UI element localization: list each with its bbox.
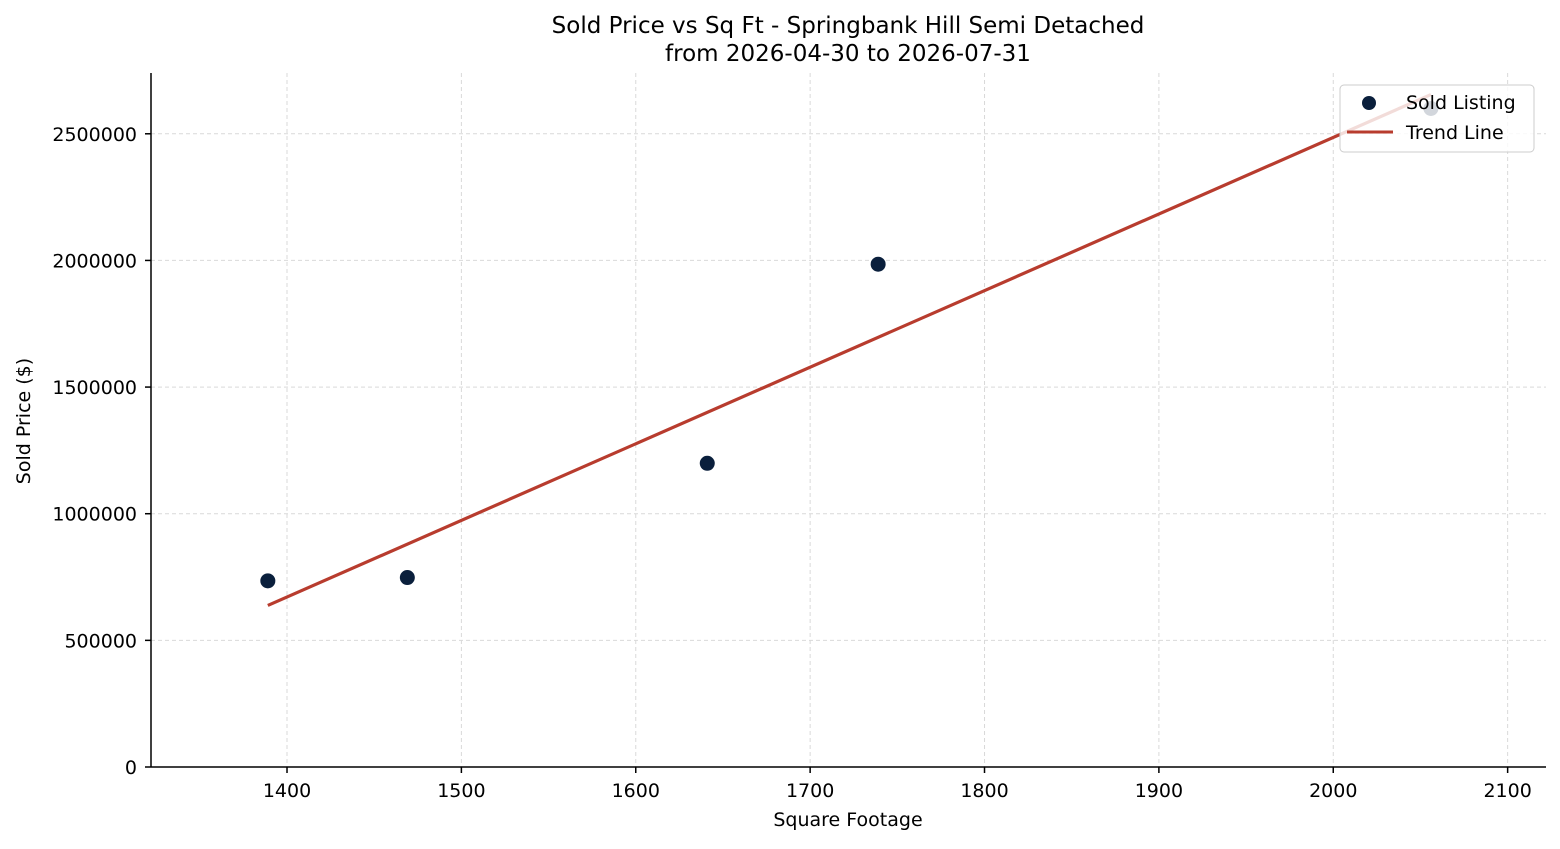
data-series <box>260 93 1439 607</box>
x-tick-label: 1900 <box>1135 780 1183 802</box>
y-tick-label: 500000 <box>64 630 137 652</box>
grid <box>151 73 1546 768</box>
y-tick-label: 1500000 <box>52 377 137 399</box>
legend-label-trend-line: Trend Line <box>1405 122 1504 144</box>
data-point <box>870 256 886 272</box>
data-point <box>699 455 715 471</box>
trend-line <box>267 93 1432 607</box>
legend-marker-sold-listing <box>1362 96 1376 110</box>
x-tick-label: 1800 <box>960 780 1008 802</box>
legend: Sold Listing Trend Line <box>1339 84 1535 153</box>
x-tick-label: 1400 <box>263 780 311 802</box>
y-tick-label: 2500000 <box>52 124 137 146</box>
chart-title: Sold Price vs Sq Ft - Springbank Hill Se… <box>552 13 1145 39</box>
tick-labels: 1400 1500 1600 1700 1800 1900 2000 2100 0 500000 1… <box>52 124 1531 802</box>
legend-label-sold-listing: Sold Listing <box>1406 92 1516 114</box>
x-tick-label: 1500 <box>437 780 485 802</box>
x-tick-label: 2100 <box>1483 780 1531 802</box>
x-tick-label: 1700 <box>786 780 834 802</box>
axes <box>145 73 1546 773</box>
data-point <box>399 570 415 586</box>
data-point <box>260 573 276 589</box>
x-tick-label: 2000 <box>1309 780 1357 802</box>
y-axis-label: Sold Price ($) <box>13 358 35 484</box>
legend-box <box>1339 84 1535 153</box>
y-tick-label: 0 <box>125 757 137 779</box>
x-tick-label: 1600 <box>612 780 660 802</box>
y-tick-label: 2000000 <box>52 250 137 272</box>
chart-subtitle: from 2026-04-30 to 2026-07-31 <box>665 41 1031 67</box>
y-tick-label: 1000000 <box>52 504 137 526</box>
x-axis-label: Square Footage <box>773 809 922 831</box>
